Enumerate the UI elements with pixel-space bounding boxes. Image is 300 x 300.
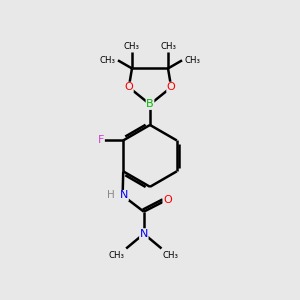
- Text: N: N: [140, 229, 148, 239]
- Text: B: B: [146, 99, 154, 110]
- Text: O: O: [124, 82, 133, 92]
- Text: CH₃: CH₃: [160, 42, 176, 51]
- Text: CH₃: CH₃: [184, 56, 200, 65]
- Text: F: F: [98, 135, 104, 146]
- Text: O: O: [163, 195, 172, 205]
- Text: N: N: [120, 190, 128, 200]
- Text: CH₃: CH₃: [109, 251, 125, 260]
- Text: O: O: [167, 82, 176, 92]
- Text: CH₃: CH₃: [163, 251, 179, 260]
- Text: CH₃: CH₃: [100, 56, 116, 65]
- Text: H: H: [106, 190, 114, 200]
- Text: CH₃: CH₃: [124, 42, 140, 51]
